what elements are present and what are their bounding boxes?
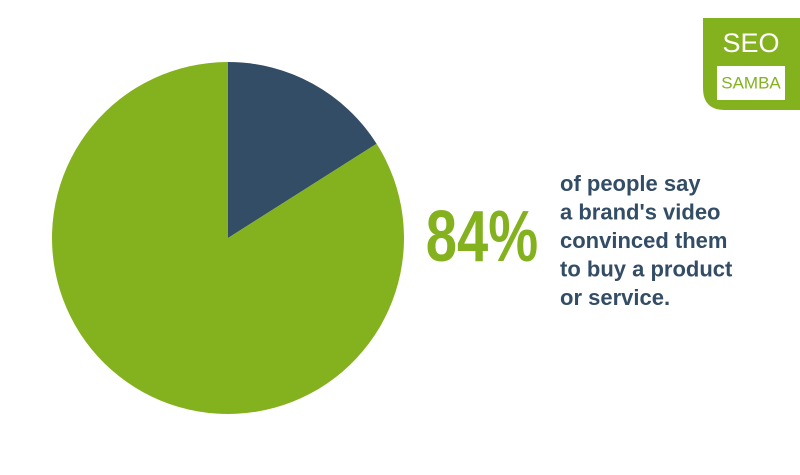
pie-slice [51,62,404,415]
statement-line: of people say [560,171,701,196]
big-percentage: 84% [426,196,538,276]
logo-bottom: SAMBA [721,73,781,92]
statement-line: convinced them [560,228,727,253]
statement-line: a brand's video [560,199,721,224]
statement: of people say a brand's video convinced th… [560,171,733,310]
logo-box [717,66,785,100]
statement-line: to buy a product [560,256,733,281]
pie-chart [51,62,404,415]
pie-slice [228,62,377,238]
logo-top: SEO [722,28,779,58]
statement-line: or service. [560,285,670,310]
